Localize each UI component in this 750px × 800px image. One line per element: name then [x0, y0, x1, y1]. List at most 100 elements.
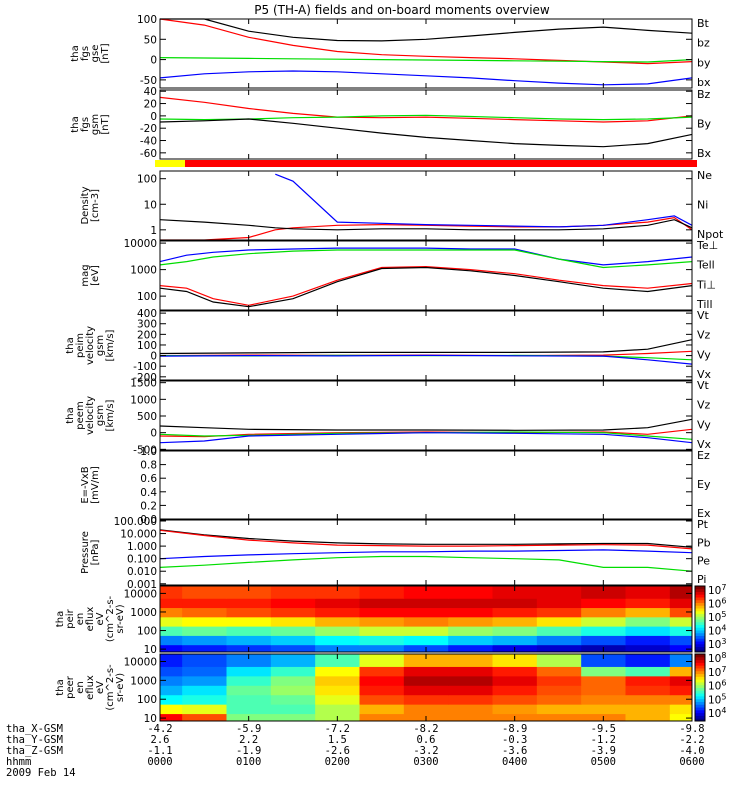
colorbar-step — [695, 704, 705, 708]
heatmap-cell — [492, 616, 538, 627]
heatmap-cell — [536, 626, 582, 636]
heatmap-cell — [536, 713, 582, 722]
colorbar-step — [695, 670, 705, 675]
y-axis-label-line: eflux — [85, 607, 96, 632]
colorbar-step — [695, 665, 705, 669]
footer-value: 2.2 — [239, 734, 258, 746]
legend-entry-Vz: Vz — [697, 329, 711, 342]
series-line-Vx — [159, 354, 693, 365]
y-tick-label: 200 — [137, 329, 157, 341]
legend-entry-Ez: Ez — [697, 449, 710, 462]
colorbar-step — [695, 599, 705, 603]
y-tick-label: -500 — [133, 444, 157, 456]
heatmap-cell — [581, 635, 626, 646]
heatmap-cell — [581, 626, 626, 636]
y-axis-label-line: velocity — [85, 326, 96, 365]
series-line-Te⊥ — [159, 265, 693, 306]
legend-entry-By: By — [697, 118, 712, 131]
heatmap-cell — [160, 635, 183, 646]
heatmap-cell — [270, 586, 316, 599]
heatmap-cell — [182, 713, 227, 722]
heatmap-cell — [625, 675, 671, 686]
heatmap-cell — [669, 616, 693, 627]
y-tick-label: 100 — [137, 340, 157, 352]
heatmap-cell — [625, 713, 671, 722]
footer-value: -3.6 — [502, 745, 527, 757]
heatmap-cell — [581, 694, 626, 705]
y-axis-label: mag [eV] — [80, 264, 101, 286]
series-line-Pb — [159, 529, 693, 550]
colorbar-label: 107 — [708, 665, 726, 679]
heatmap-cell — [315, 694, 360, 705]
legend-entry-Pb: Pb — [697, 536, 711, 549]
heatmap-cell — [182, 704, 227, 715]
legend-entry-Vt: Vt — [697, 379, 710, 392]
y-axis-label: tha peer en eflux eV (cm^2-s-sr-eV) — [55, 664, 126, 711]
footer-value: 0600 — [679, 756, 704, 768]
footer-value: -7.2 — [325, 723, 350, 735]
y-tick-label: 0.6 — [140, 473, 157, 485]
y-tick-label: 20 — [144, 99, 157, 111]
y-axis-label-line: en — [75, 681, 86, 694]
heatmap-cell — [359, 675, 405, 686]
panel-frame — [159, 310, 693, 381]
heatmap-cell — [270, 675, 316, 686]
heatmap-cell — [669, 675, 693, 686]
legend-entry-Bt: Bt — [697, 17, 710, 30]
colorbar-step — [695, 627, 705, 631]
colorbar-step — [695, 588, 705, 592]
y-tick-label: 10000 — [124, 588, 157, 600]
footer-value: 0200 — [325, 756, 350, 768]
heatmap-cell — [182, 666, 227, 677]
footer-value: -1.1 — [147, 745, 172, 757]
footer-value: 0300 — [413, 756, 438, 768]
legend-entry-Ni: Ni — [697, 199, 708, 212]
colorbar-step — [695, 649, 705, 653]
y-axis-label: Density [cm-3] — [80, 186, 101, 224]
heatmap-cell — [359, 644, 405, 653]
colorbar-step — [695, 701, 705, 705]
legend-entry-bz: bz — [697, 37, 710, 50]
heatmap-cell — [492, 626, 538, 636]
heatmap-cell — [226, 685, 272, 696]
footer-value: -1.2 — [591, 734, 616, 746]
y-tick-label: -200 — [133, 372, 157, 384]
plot-title: P5 (TH-A) fields and on-board moments ov… — [254, 3, 550, 17]
y-axis-label-line: gsm — [95, 405, 106, 426]
y-tick-label: 100 — [137, 694, 157, 706]
heatmap-cell — [270, 626, 316, 636]
heatmap-cell — [315, 666, 360, 677]
heatmap-cell — [581, 675, 626, 686]
heatmap-cell — [581, 666, 626, 677]
heatmap-cell — [403, 694, 449, 705]
y-axis-label-line: sr-eV) — [115, 604, 126, 633]
y-axis-label-line: peir — [65, 608, 76, 628]
colorbar-step — [695, 659, 705, 663]
heatmap-cell — [359, 616, 405, 627]
heatmap-cell — [160, 644, 183, 653]
y-tick-label: 0.0 — [140, 514, 157, 526]
heatmap-cell — [625, 644, 671, 653]
y-axis-label-line: gsm — [90, 114, 101, 135]
heatmap-cell — [403, 635, 449, 646]
heatmap-cell — [315, 626, 360, 636]
y-tick-label: 0 — [150, 428, 157, 440]
heatmap-cell — [160, 666, 183, 677]
heatmap-cell — [182, 607, 227, 618]
colorbar-step — [695, 698, 705, 702]
colorbar-label: 105 — [708, 692, 726, 706]
heatmap-cell — [226, 666, 272, 677]
heatmap-cell — [669, 598, 693, 609]
heatmap-cell — [448, 713, 493, 722]
heatmap-cell — [359, 694, 405, 705]
colorbar-label: 108 — [708, 651, 726, 665]
y-tick-label: -60 — [140, 148, 157, 160]
heatmap-cell — [270, 616, 316, 627]
heatmap-cell — [492, 654, 538, 667]
heatmap-cell — [359, 635, 405, 646]
heatmap-cell — [270, 666, 316, 677]
